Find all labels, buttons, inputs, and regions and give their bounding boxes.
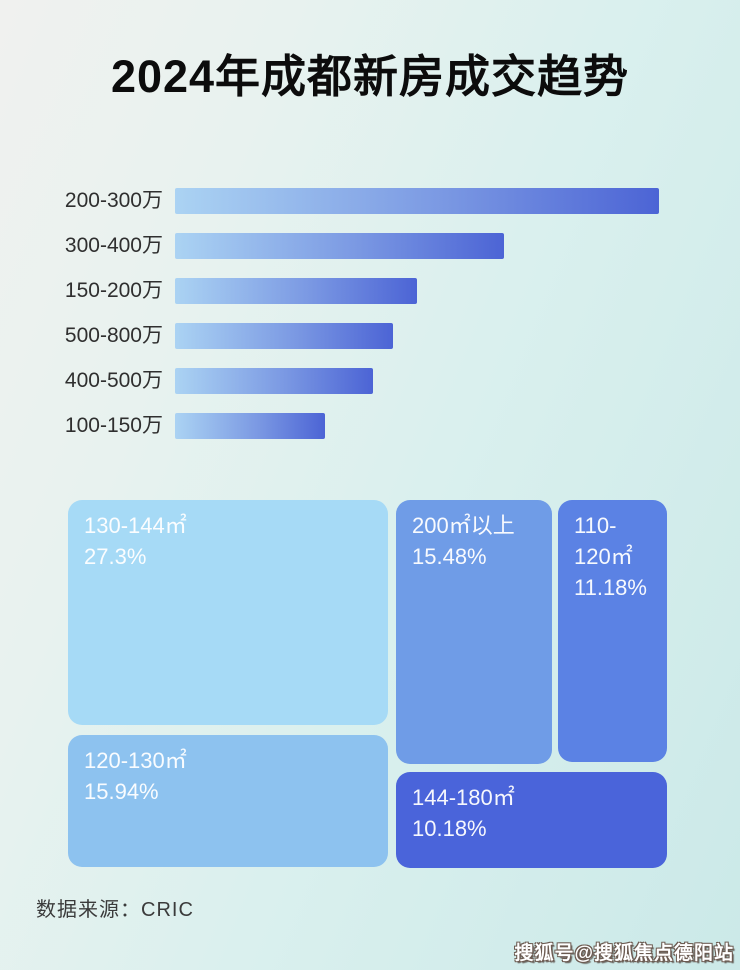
page-title: 2024年成都新房成交趋势 bbox=[110, 51, 630, 102]
bar-track bbox=[175, 278, 659, 304]
data-source-note: 数据来源：CRIC bbox=[36, 899, 194, 921]
bar-category-label: 300-400万 bbox=[64, 234, 163, 257]
bar bbox=[175, 278, 417, 304]
bar-category-label: 500-800万 bbox=[64, 324, 163, 347]
treemap-box-110-120: 110-120㎡ 11.18% bbox=[558, 500, 667, 762]
bar-row: 150-200万 bbox=[0, 278, 740, 304]
treemap-box-value: 15.94% bbox=[84, 779, 159, 804]
bar-track bbox=[175, 368, 659, 394]
treemap-box-144-180: 144-180㎡ 10.18% bbox=[396, 772, 667, 868]
treemap-box-label: 144-180㎡ bbox=[412, 785, 515, 810]
bar-track bbox=[175, 413, 659, 439]
bar-category-label: 100-150万 bbox=[64, 414, 163, 437]
treemap-box-value: 10.18% bbox=[412, 816, 487, 841]
bar-category-label: 400-500万 bbox=[64, 369, 163, 392]
bar-track bbox=[175, 323, 659, 349]
treemap-box-label: 130-144㎡ bbox=[84, 513, 187, 538]
bar-row: 200-300万 bbox=[0, 188, 740, 214]
bar-track bbox=[175, 188, 659, 214]
area-share-treemap: 130-144㎡ 27.3% 120-130㎡ 15.94% 200㎡以上 15… bbox=[68, 500, 667, 868]
bar bbox=[175, 233, 505, 259]
treemap-box-label: 120-130㎡ bbox=[84, 748, 187, 773]
treemap-box-label: 110-120㎡ bbox=[574, 513, 633, 569]
treemap-box-label: 200㎡以上 bbox=[412, 513, 515, 538]
treemap-box-130-144: 130-144㎡ 27.3% bbox=[68, 500, 388, 725]
price-range-bar-chart: 200-300万 300-400万 150-200万 500-800万 400-… bbox=[0, 188, 740, 458]
bar-row: 300-400万 bbox=[0, 233, 740, 259]
bar-row: 400-500万 bbox=[0, 368, 740, 394]
bar bbox=[175, 188, 659, 214]
watermark: 搜狐号@搜狐焦点德阳站 bbox=[514, 943, 734, 964]
bar-row: 500-800万 bbox=[0, 323, 740, 349]
bar-row: 100-150万 bbox=[0, 413, 740, 439]
bar-track bbox=[175, 233, 659, 259]
bar-category-label: 150-200万 bbox=[64, 279, 163, 302]
bar bbox=[175, 323, 393, 349]
treemap-box-200-plus: 200㎡以上 15.48% bbox=[396, 500, 552, 764]
treemap-box-value: 11.18% bbox=[574, 575, 647, 600]
bar bbox=[175, 413, 326, 439]
treemap-box-value: 27.3% bbox=[84, 544, 147, 569]
treemap-box-value: 15.48% bbox=[412, 544, 487, 569]
treemap-box-120-130: 120-130㎡ 15.94% bbox=[68, 735, 388, 867]
bar bbox=[175, 368, 374, 394]
bar-category-label: 200-300万 bbox=[64, 189, 163, 212]
